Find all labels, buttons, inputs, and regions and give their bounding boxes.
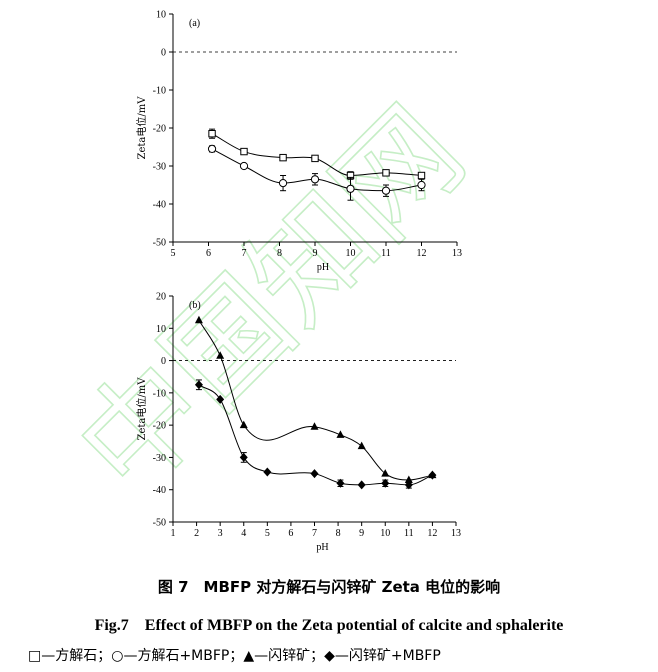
watermark-text: 中国知网 (53, 83, 491, 521)
x-tick-label: 11 (404, 528, 414, 539)
x-tick-label: 3 (218, 528, 223, 539)
x-tick-label: 13 (452, 248, 462, 259)
x-tick-label: 2 (194, 528, 199, 539)
data-point-triangle (310, 422, 319, 430)
y-tick-label: -50 (153, 518, 166, 529)
data-point-circle (278, 179, 288, 188)
series-curve (198, 319, 433, 481)
y-tick-label: -10 (153, 86, 166, 97)
y-tick-label: -10 (153, 388, 166, 399)
y-tick-label: 20 (156, 292, 166, 303)
data-point-square (279, 153, 287, 162)
data-series-square-open (208, 128, 426, 180)
x-axis-label: pH (317, 262, 329, 273)
y-tick-label: 0 (161, 48, 166, 59)
x-tick-label: 11 (381, 248, 391, 259)
series-curve (198, 384, 433, 486)
y-tick-label: 10 (156, 10, 166, 21)
data-point-diamond (263, 467, 272, 477)
data-point-diamond (194, 380, 203, 390)
y-axis-label: Zeta电位/mV (135, 377, 148, 441)
y-tick-label: 0 (161, 356, 166, 367)
data-point-square (417, 171, 426, 180)
y-tick-label: -30 (153, 453, 166, 464)
x-tick-label: 1 (171, 528, 176, 539)
panel-label: (a) (189, 18, 200, 29)
y-tick-label: -20 (153, 124, 166, 135)
x-tick-label: 4 (241, 528, 246, 539)
data-point-triangle (194, 315, 203, 324)
x-tick-label: 6 (288, 528, 293, 539)
data-point-triangle (336, 430, 345, 438)
y-tick-label: -40 (153, 485, 166, 496)
x-axis-label: pH (316, 542, 328, 553)
data-series-diamond-filled (194, 379, 437, 490)
y-tick-label: -30 (153, 162, 166, 173)
data-point-circle (239, 161, 249, 171)
x-tick-label: 5 (171, 248, 176, 259)
data-point-circle (346, 184, 355, 193)
data-point-triangle (216, 351, 225, 359)
y-tick-label: -50 (153, 238, 166, 249)
x-tick-label: 5 (265, 528, 270, 539)
data-point-diamond (381, 478, 390, 488)
x-tick-label: 12 (427, 528, 437, 539)
data-point-circle (310, 175, 320, 184)
data-point-square (208, 130, 216, 138)
data-point-diamond (239, 452, 248, 462)
figure-caption-chinese: 图 7 MBFP 对方解石与闪锌矿 Zeta 电位的影响 (157, 578, 501, 596)
panel-label: (b) (189, 300, 201, 311)
data-point-circle (417, 180, 426, 190)
x-tick-label: 8 (336, 528, 341, 539)
data-point-triangle (357, 441, 366, 450)
y-tick-label: -20 (153, 421, 166, 432)
x-tick-label: 7 (312, 528, 317, 539)
data-point-diamond (404, 480, 413, 490)
data-point-square (311, 154, 319, 163)
x-tick-label: 8 (277, 248, 282, 259)
data-point-circle (381, 186, 391, 195)
figure-caption-english: Fig.7 Effect of MBFP on the Zeta potenti… (94, 617, 564, 634)
x-tick-label: 6 (206, 248, 211, 259)
y-axis-label: Zeta电位/mV (135, 96, 148, 160)
data-point-diamond (310, 469, 319, 479)
data-point-diamond (428, 470, 437, 480)
data-point-square (382, 169, 390, 177)
data-point-diamond (336, 478, 345, 488)
legend-caption: □—方解石；○—方解石+MBFP；▲—闪锌矿；◆—闪锌矿+MBFP (28, 648, 441, 664)
x-tick-label: 10 (346, 248, 356, 259)
data-point-diamond (357, 480, 366, 490)
x-tick-label: 10 (380, 528, 390, 539)
y-tick-label: 10 (156, 324, 166, 335)
data-point-circle (207, 144, 217, 153)
x-tick-label: 9 (359, 528, 364, 539)
data-point-triangle (381, 469, 390, 477)
x-tick-label: 12 (417, 248, 427, 259)
chart-panel-a: 10 0 -10 -20 -30 -40 -50 5 6 7 8 9 10 11 12 13 pH Zeta电位/… (135, 10, 462, 274)
data-point-triangle (239, 420, 248, 429)
x-tick-label: 7 (242, 248, 247, 259)
data-point-diamond (216, 394, 225, 404)
y-tick-label: -40 (153, 200, 166, 211)
data-series-circle-open (207, 144, 426, 201)
x-tick-label: 13 (451, 528, 461, 539)
data-point-square (240, 147, 248, 156)
x-tick-label: 9 (313, 248, 318, 259)
